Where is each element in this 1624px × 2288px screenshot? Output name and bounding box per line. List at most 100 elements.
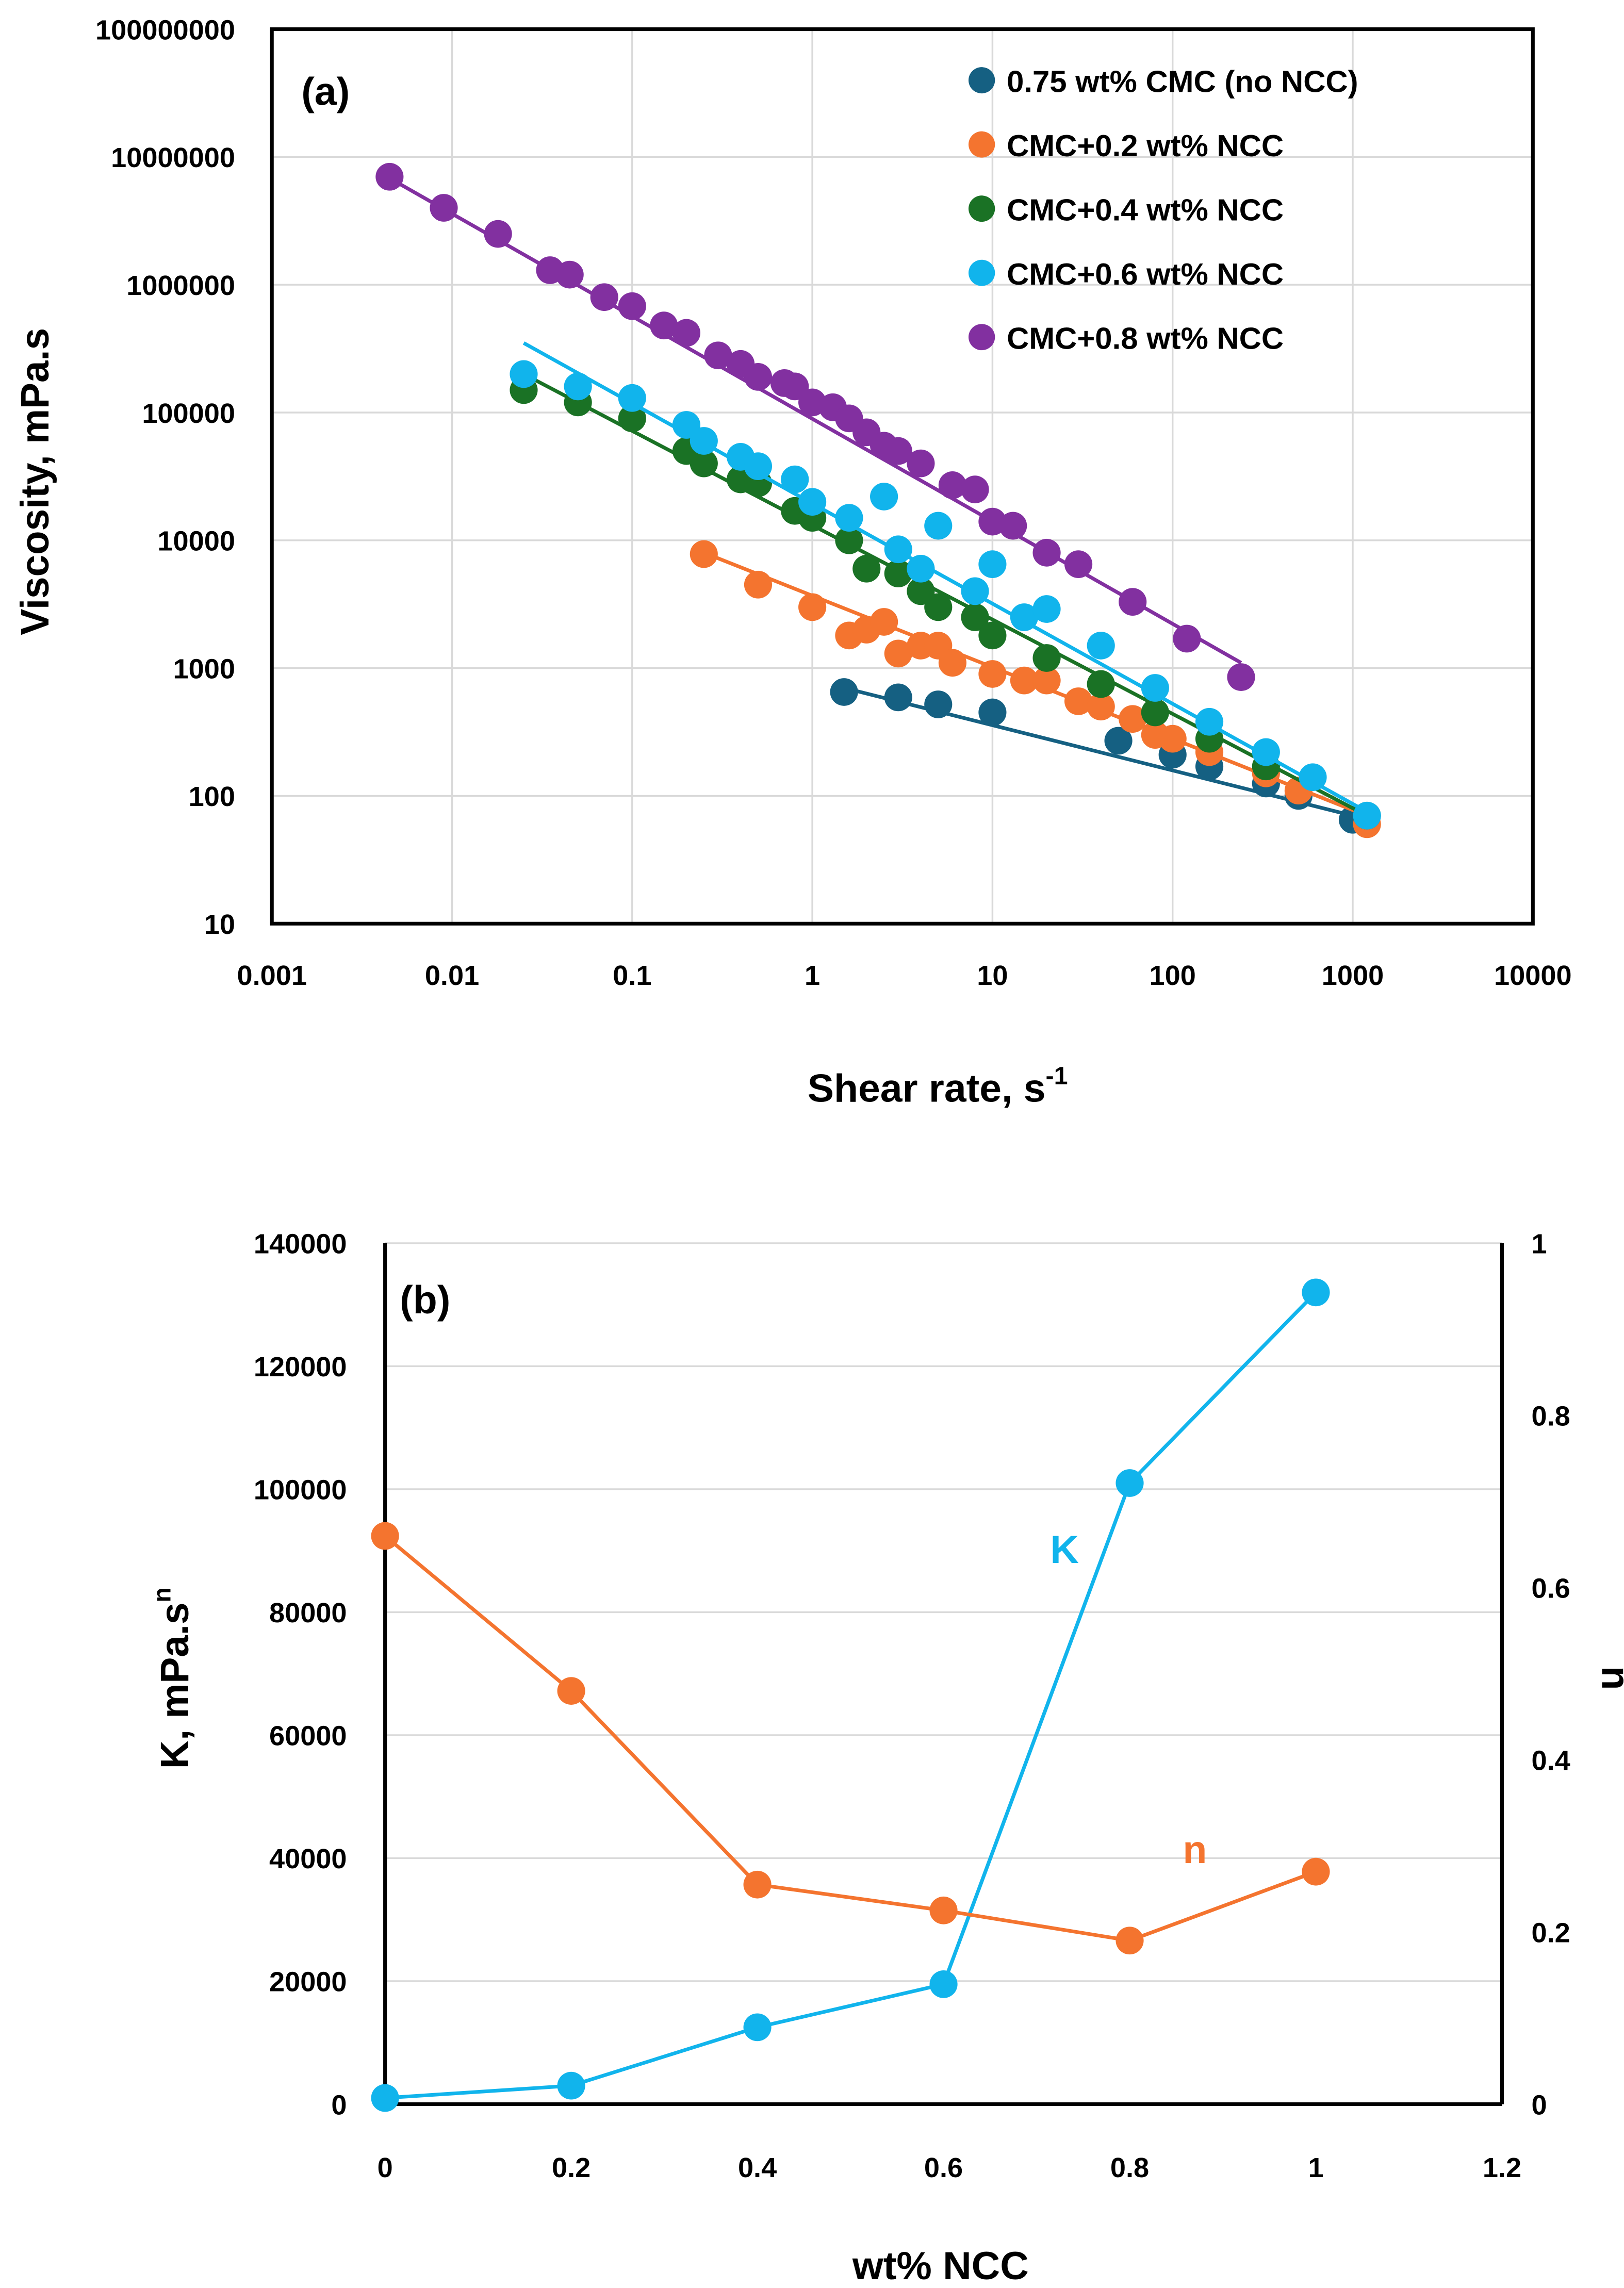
data-point bbox=[484, 220, 512, 248]
data-point bbox=[938, 471, 966, 499]
data-point bbox=[1032, 538, 1061, 567]
y2-axis-title: n bbox=[1593, 1666, 1624, 1690]
data-point bbox=[430, 194, 458, 222]
data-point bbox=[510, 360, 538, 388]
panel-label: (b) bbox=[400, 1278, 450, 1322]
y-tick-label: 20000 bbox=[269, 1967, 347, 1998]
data-point bbox=[781, 465, 809, 493]
x-axis-title: wt% NCC bbox=[852, 2244, 1029, 2288]
data-point bbox=[798, 488, 827, 516]
data-point bbox=[924, 690, 953, 718]
data-point bbox=[1173, 624, 1201, 653]
legend-label: CMC+0.6 wt% NCC bbox=[1007, 257, 1284, 291]
data-point bbox=[555, 260, 584, 289]
data-point bbox=[557, 1677, 585, 1705]
x-tick-label: 1 bbox=[1308, 2152, 1323, 2183]
data-point bbox=[978, 550, 1007, 579]
x-tick-label: 0 bbox=[378, 2152, 393, 2183]
series-line bbox=[384, 1534, 1317, 1943]
data-point bbox=[961, 475, 989, 504]
series-4 bbox=[375, 162, 1255, 691]
series-3 bbox=[510, 341, 1381, 830]
data-point bbox=[961, 603, 989, 631]
x-tick-label: 10 bbox=[977, 960, 1008, 991]
y-tick-label: 120000 bbox=[254, 1352, 347, 1382]
data-point bbox=[1116, 1927, 1144, 1955]
data-point bbox=[907, 449, 935, 478]
x-tick-label: 1 bbox=[805, 960, 820, 991]
data-point bbox=[1087, 693, 1115, 721]
data-point bbox=[870, 483, 898, 511]
y-tick-label: 100000 bbox=[254, 1475, 347, 1506]
data-point bbox=[1302, 1857, 1330, 1886]
y-axis-title: K, mPa.sn bbox=[148, 1587, 196, 1769]
y-tick-label: 0 bbox=[331, 2089, 347, 2120]
data-point bbox=[907, 554, 935, 583]
data-point bbox=[1302, 1278, 1330, 1307]
data-point bbox=[704, 341, 732, 370]
y-tick-label: 1000 bbox=[173, 654, 235, 685]
y2-tick-label: 0.8 bbox=[1531, 1401, 1570, 1432]
data-point bbox=[371, 2084, 399, 2112]
data-point bbox=[978, 621, 1007, 650]
series-K bbox=[371, 1278, 1330, 2112]
data-point bbox=[618, 384, 646, 412]
data-point bbox=[835, 504, 863, 532]
data-point bbox=[961, 577, 989, 605]
fit-line bbox=[379, 171, 1242, 665]
y-tick-label: 10000 bbox=[157, 526, 235, 557]
x-tick-label: 0.001 bbox=[237, 960, 306, 991]
data-point bbox=[1353, 801, 1381, 830]
data-point bbox=[1032, 644, 1061, 672]
y-tick-label: 140000 bbox=[254, 1229, 347, 1260]
data-point bbox=[924, 512, 953, 540]
data-point bbox=[743, 2013, 772, 2042]
data-point bbox=[375, 162, 404, 191]
data-point bbox=[1119, 588, 1147, 616]
data-point bbox=[618, 404, 646, 433]
legend-marker bbox=[969, 259, 995, 286]
data-point bbox=[852, 554, 881, 583]
data-point bbox=[744, 452, 773, 481]
y2-tick-label: 0.4 bbox=[1531, 1746, 1570, 1776]
y-axis-title-main: K, mPa.s bbox=[153, 1603, 197, 1769]
y-tick-label: 100000 bbox=[142, 398, 235, 429]
x-axis-title-main: Shear rate, s bbox=[808, 1067, 1046, 1111]
legend-marker bbox=[969, 131, 995, 158]
y-tick-label: 40000 bbox=[269, 1843, 347, 1874]
data-point bbox=[690, 540, 718, 568]
legend-marker bbox=[969, 67, 995, 94]
x-tick-label: 10000 bbox=[1494, 960, 1572, 991]
series-1 bbox=[690, 540, 1381, 838]
data-point bbox=[835, 526, 863, 554]
data-point bbox=[798, 593, 827, 621]
data-point bbox=[1087, 670, 1115, 698]
data-point bbox=[1119, 705, 1147, 733]
panel-b-k-n-chart: 0 20000 40000 60000 80000 100000 120000 140000 0… bbox=[148, 1229, 1624, 2288]
data-point bbox=[830, 678, 858, 706]
y2-tick-label: 1 bbox=[1531, 1229, 1547, 1260]
panel-a-viscosity-chart: 0.001 0.01 0.1 1 10 100 1000 10000 10 100 1000 1000… bbox=[13, 15, 1572, 1111]
data-point bbox=[978, 698, 1007, 727]
y-axis-title-sup: n bbox=[148, 1587, 176, 1602]
x-tick-label: 1000 bbox=[1322, 960, 1384, 991]
data-point bbox=[1299, 763, 1327, 792]
data-point bbox=[884, 437, 912, 465]
data-point bbox=[1227, 663, 1255, 691]
data-point bbox=[999, 512, 1027, 540]
data-point bbox=[929, 1896, 958, 1924]
data-point bbox=[978, 660, 1007, 688]
legend-label: CMC+0.2 wt% NCC bbox=[1007, 128, 1284, 163]
data-point bbox=[618, 292, 646, 320]
legend-label: CMC+0.8 wt% NCC bbox=[1007, 321, 1284, 355]
x-axis-title-sup: -1 bbox=[1046, 1062, 1068, 1090]
data-point bbox=[924, 593, 953, 621]
data-point bbox=[1032, 595, 1061, 623]
plot-frame bbox=[270, 27, 1535, 926]
x-tick-label: 0.2 bbox=[552, 2152, 590, 2183]
data-point bbox=[1252, 738, 1280, 766]
data-point bbox=[1141, 674, 1169, 702]
y-tick-label: 60000 bbox=[269, 1721, 347, 1752]
x-tick-label: 0.6 bbox=[924, 2152, 963, 2183]
x-tick-label: 1.2 bbox=[1483, 2152, 1521, 2183]
